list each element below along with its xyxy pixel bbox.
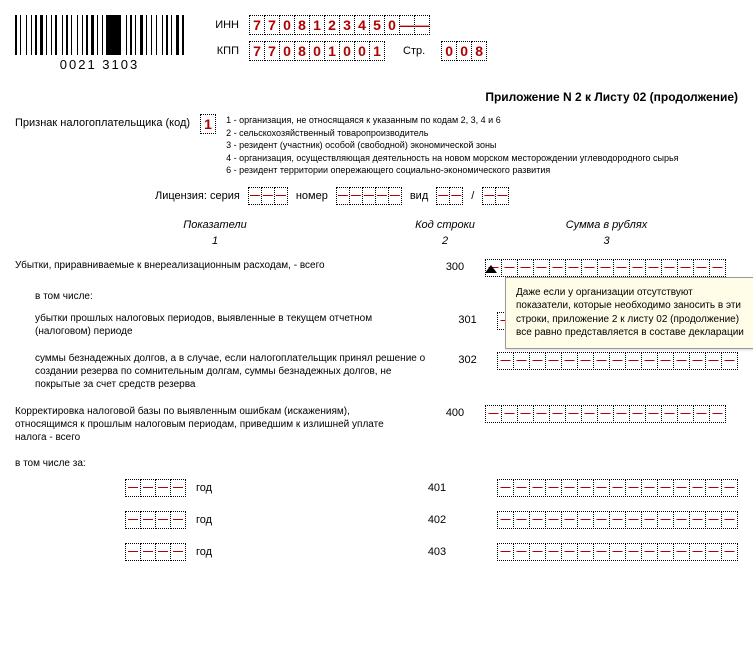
row-amount	[485, 405, 738, 423]
license-type-label: вид	[410, 190, 428, 202]
row-amount	[485, 259, 738, 277]
year-amount	[497, 543, 738, 561]
year-code: 402	[387, 514, 487, 526]
taxpayer-block: Признак налогоплательщика (код) 1 1 - ор…	[15, 114, 738, 177]
row-amount	[497, 352, 738, 370]
license-row: Лицензия: серия номер вид /	[155, 187, 738, 205]
license-slash: /	[471, 190, 474, 202]
barcode-text: 0021 3103	[60, 57, 139, 72]
year-row: год 401	[15, 479, 738, 497]
table-header: Показатели Код строки Сумма в рублях	[15, 219, 738, 231]
row-code: 400	[425, 405, 485, 419]
section-label: в том числе за:	[15, 458, 738, 469]
barcode: 0021 3103	[15, 15, 184, 72]
inn-value: 7708123450——	[249, 15, 430, 35]
license-series-label: Лицензия: серия	[155, 190, 240, 202]
taxpayer-legend: 1 - организация, не относящаяся к указан…	[226, 114, 679, 177]
row-description: убытки прошлых налоговых периодов, выявл…	[15, 312, 438, 338]
row-code: 301	[438, 312, 497, 326]
table-subheader: 1 2 3	[15, 235, 738, 247]
table-row: суммы безнадежных долгов, а в случае, ес…	[15, 352, 738, 391]
taxpayer-label: Признак налогоплательщика (код)	[15, 114, 190, 129]
row-description: Корректировка налоговой базы по выявленн…	[15, 405, 425, 444]
taxpayer-code: 1	[200, 114, 216, 134]
year-code: 403	[387, 546, 487, 558]
year-amount	[497, 511, 738, 529]
header: 0021 3103 ИНН 7708123450—— КПП 770801001…	[15, 15, 738, 72]
row-description: суммы безнадежных долгов, а в случае, ес…	[15, 352, 438, 391]
license-number-label: номер	[296, 190, 328, 202]
kpp-value: 770801001	[249, 41, 385, 61]
kpp-label: КПП	[204, 45, 239, 57]
year-row: год 403	[15, 543, 738, 561]
year-amount	[497, 479, 738, 497]
row-code: 302	[438, 352, 497, 366]
inn-label: ИНН	[204, 19, 239, 31]
appendix-title: Приложение N 2 к Листу 02 (продолжение)	[15, 90, 738, 104]
row-description: Убытки, приравниваемые к внереализационн…	[15, 259, 425, 272]
year-code: 401	[387, 482, 487, 494]
callout-note: Даже если у организации отсутствуют пока…	[505, 277, 753, 349]
page-value: 008	[441, 41, 487, 61]
year-label: год	[196, 546, 212, 558]
table-row: Корректировка налоговой базы по выявленн…	[15, 405, 738, 444]
row-code: 300	[425, 259, 485, 273]
page-label: Стр.	[403, 45, 425, 57]
year-row: год 402	[15, 511, 738, 529]
table-row: Убытки, приравниваемые к внереализационн…	[15, 259, 738, 277]
year-label: год	[196, 514, 212, 526]
year-label: год	[196, 482, 212, 494]
